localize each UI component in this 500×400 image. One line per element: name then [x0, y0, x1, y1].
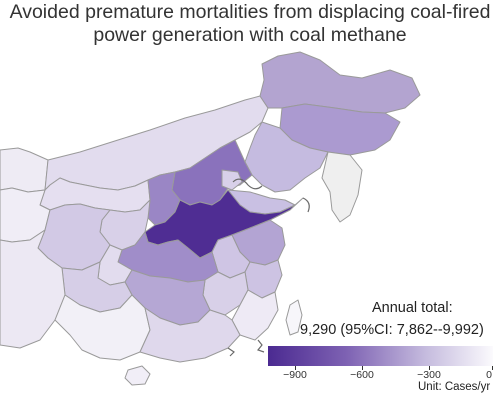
- legend-tick: [429, 366, 430, 370]
- legend-tick-label: −600: [350, 369, 374, 381]
- coastline: [227, 178, 310, 357]
- region-west: [0, 147, 49, 193]
- legend-tick: [362, 366, 363, 370]
- annual-total-value: 9,290 (95%CI: 7,862--9,992): [300, 322, 484, 338]
- region-taiwan: [285, 299, 303, 336]
- annual-total-label: Annual total:: [372, 300, 453, 316]
- legend-tick: [295, 366, 296, 370]
- color-legend: −900 −600 −300 0 Unit: Cases/yr: [268, 346, 493, 400]
- legend-tick-label: 0: [486, 369, 492, 381]
- region-yunnan: [0, 229, 66, 349]
- legend-tick-label: −300: [417, 369, 441, 381]
- region-liaoning: [244, 121, 329, 193]
- legend-tick: [492, 366, 493, 370]
- map-title: Avoided premature mortalities from displ…: [0, 0, 500, 47]
- region-heilongjiang: [259, 51, 421, 114]
- region-beijing-tianjin: [221, 169, 243, 191]
- region-guangdong: [139, 307, 241, 363]
- legend-tick-label: −900: [283, 369, 307, 381]
- legend-unit: Unit: Cases/yr: [418, 381, 491, 393]
- map-title-text: Avoided premature mortalities from displ…: [0, 0, 500, 47]
- region-hainan: [124, 365, 151, 386]
- region-korea: [321, 151, 363, 223]
- legend-color-bar: [268, 346, 493, 366]
- title-line-1: Avoided premature mortalities from displ…: [9, 1, 491, 23]
- title-line-2: power generation with coal methane: [93, 24, 407, 46]
